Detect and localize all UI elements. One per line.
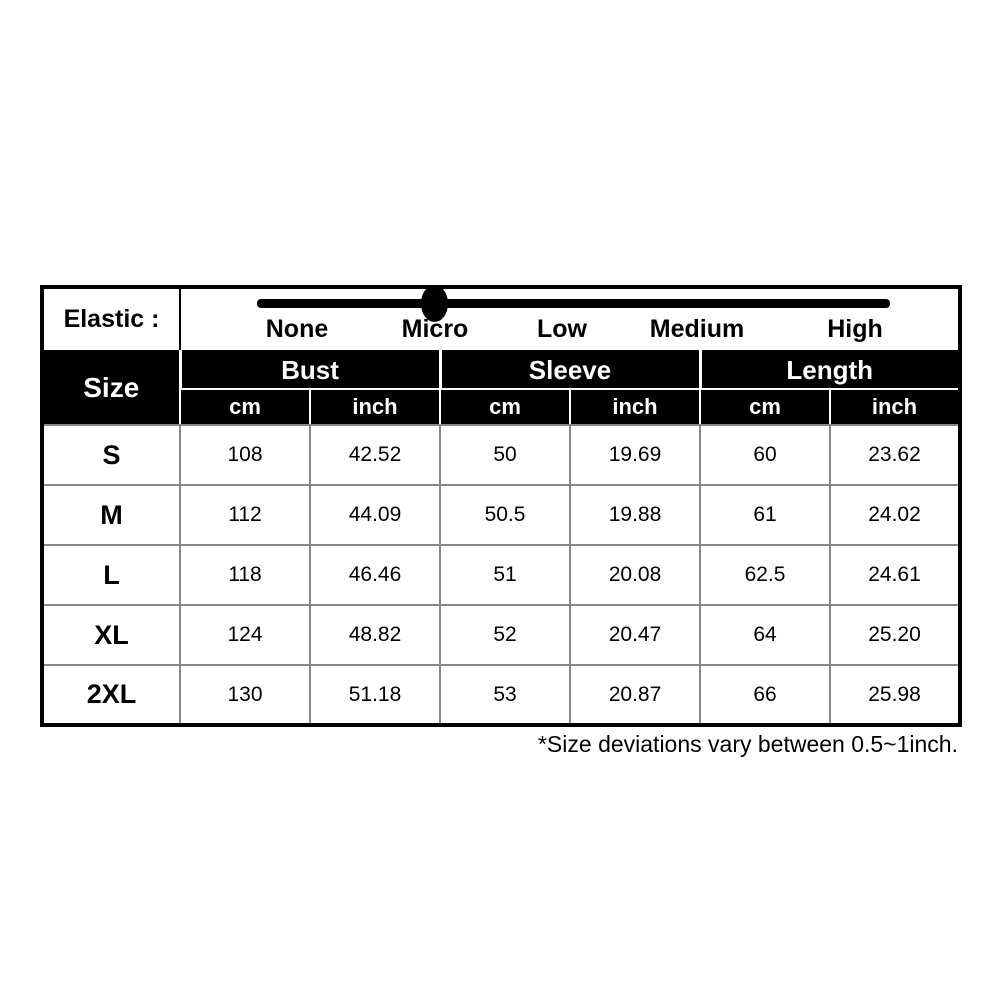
value-cell: 23.62 (829, 424, 961, 486)
size-label: S (41, 424, 181, 486)
value-cell: 46.46 (309, 544, 441, 606)
value-cell: 50.5 (439, 484, 571, 546)
elastic-level-micro: Micro (401, 315, 469, 343)
value-cell: 51.18 (309, 664, 441, 726)
table-row: M 112 44.09 50.5 19.88 61 24.02 (41, 484, 961, 546)
unit-header-row: cm inch cm inch cm inch (42, 389, 961, 426)
value-cell: 24.61 (829, 544, 961, 606)
value-cell: 24.02 (829, 484, 961, 546)
sleeve-header: Sleeve (438, 351, 702, 390)
elastic-level-high: High (827, 315, 883, 343)
value-cell: 60 (699, 424, 831, 486)
value-cell: 108 (179, 424, 311, 486)
elastic-scale: None Micro Low Medium High (180, 285, 960, 352)
value-cell: 25.20 (829, 604, 961, 666)
unit-header: cm (699, 389, 831, 426)
group-header-row: Size Bust Sleeve Length (42, 351, 962, 426)
bust-header: Bust (178, 351, 442, 390)
value-cell: 19.69 (569, 424, 701, 486)
table-row: S 108 42.52 50 19.69 60 23.62 (41, 424, 961, 486)
value-cell: 48.82 (309, 604, 441, 666)
table-row: XL 124 48.82 52 20.47 64 25.20 (41, 604, 961, 666)
value-cell: 118 (179, 544, 311, 606)
unit-header: cm (179, 389, 311, 426)
table-row: 2XL 130 51.18 53 20.87 66 25.98 (41, 664, 961, 726)
value-cell: 124 (179, 604, 311, 666)
value-cell: 112 (179, 484, 311, 546)
value-cell: 62.5 (699, 544, 831, 606)
value-cell: 52 (439, 604, 571, 666)
elastic-level-low: Low (537, 315, 587, 343)
value-cell: 51 (439, 544, 571, 606)
table-row: L 118 46.46 51 20.08 62.5 24.61 (41, 544, 961, 606)
unit-header: cm (439, 389, 571, 426)
unit-header: inch (309, 389, 441, 426)
value-cell: 130 (179, 664, 311, 726)
value-cell: 20.87 (569, 664, 701, 726)
value-cell: 64 (699, 604, 831, 666)
elastic-row: Elastic : None Micro Low Medium High (42, 285, 960, 352)
value-cell: 42.52 (309, 424, 441, 486)
size-chart-table: Elastic : None Micro Low Medium High Siz… (40, 285, 962, 727)
value-cell: 61 (699, 484, 831, 546)
size-label: M (41, 484, 181, 546)
elastic-slider-thumb (421, 285, 448, 322)
value-cell: 53 (439, 664, 571, 726)
unit-header: inch (569, 389, 701, 426)
length-header: Length (698, 351, 962, 390)
elastic-label: Elastic : (42, 287, 181, 352)
value-cell: 20.47 (569, 604, 701, 666)
unit-header: inch (829, 389, 961, 426)
size-label: L (41, 544, 181, 606)
size-label: 2XL (41, 664, 181, 726)
elastic-level-none: None (265, 315, 329, 343)
value-cell: 44.09 (309, 484, 441, 546)
elastic-level-medium: Medium (649, 315, 745, 343)
value-cell: 20.08 (569, 544, 701, 606)
size-column-header: Size (42, 351, 181, 426)
size-label: XL (41, 604, 181, 666)
value-cell: 66 (699, 664, 831, 726)
value-cell: 25.98 (829, 664, 961, 726)
size-deviation-note: *Size deviations vary between 0.5~1inch. (537, 731, 958, 757)
value-cell: 19.88 (569, 484, 701, 546)
value-cell: 50 (439, 424, 571, 486)
elastic-slider-track (257, 285, 890, 322)
